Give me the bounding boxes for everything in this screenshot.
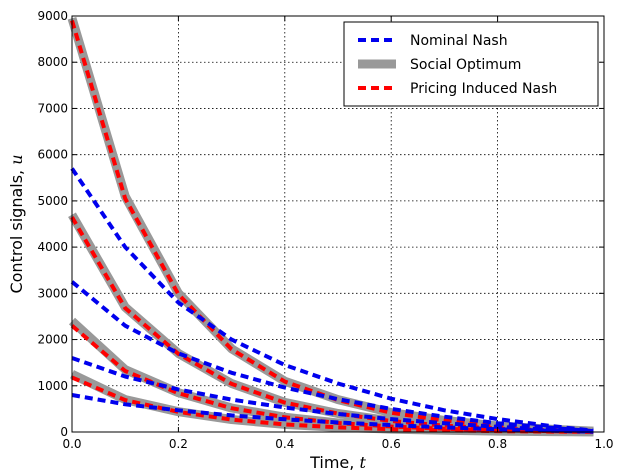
y-axis-label: Control signals, u [7,154,26,293]
y-tick-label: 1000 [37,379,68,393]
x-tick-label: 0.4 [275,437,294,451]
x-tick-label: 0.8 [488,437,507,451]
x-axis-label: Time, t [309,453,366,472]
y-tick-label: 0 [60,425,68,439]
legend: Nominal Nash Social Optimum Pricing Induce… [343,21,599,107]
series-line [70,280,594,434]
x-tick-label: 0.2 [169,437,188,451]
y-tick-label: 3000 [37,286,68,300]
y-tick-label: 4000 [37,240,68,254]
y-tick-label: 9000 [37,9,68,23]
y-tick-label: 8000 [37,55,68,69]
series-line [70,167,594,433]
series-layer [67,17,594,437]
plot-frame [71,15,605,433]
y-tick-label: 2000 [37,333,68,347]
x-tick-label: 0.0 [62,437,81,451]
y-tick-label: 7000 [37,101,68,115]
x-tick-label: 0.6 [382,437,401,451]
x-tick-label: 1.0 [594,437,613,451]
legend-label: Nominal Nash [410,33,508,49]
legend-label: Pricing Induced Nash [410,81,557,97]
series-line [71,356,594,434]
legend-label: Social Optimum [410,57,521,73]
y-tick-label: 5000 [37,194,68,208]
series-line [71,393,594,434]
series-line [71,375,594,434]
ticks: 0.0 0.2 0.4 0.6 0.8 1.0 0 1000 2000 3000 4000 5000 6… [37,9,613,451]
y-tick-label: 6000 [37,148,68,162]
series-line [70,20,594,434]
